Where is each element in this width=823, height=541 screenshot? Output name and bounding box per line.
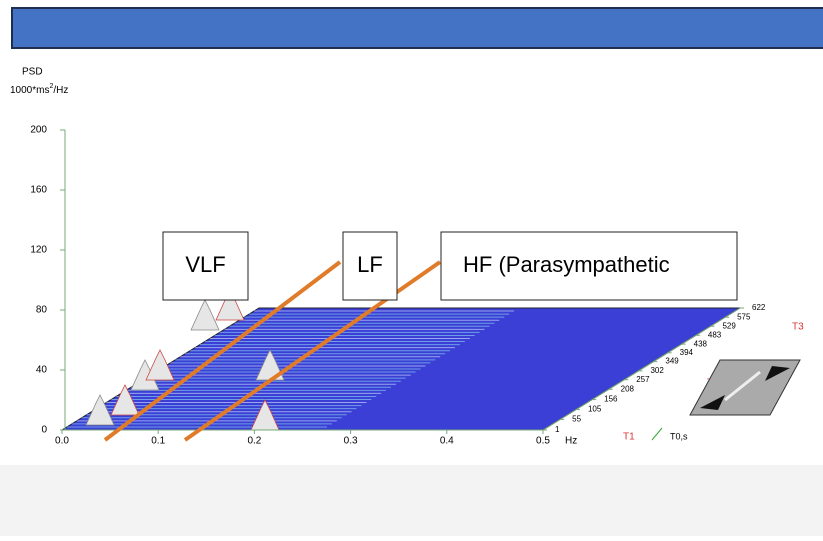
y-tick-label: 160 [30,185,47,196]
z-tick-label: 156 [604,395,618,404]
y-tick-label: 80 [36,305,48,316]
x-tick-label: 0.0 [55,436,69,447]
z-tick-label: 257 [636,375,650,384]
y-tick-label: 40 [36,365,48,376]
z-label: T0,s [670,431,688,441]
slide: PSD 1000*ms2/Hz 040801201602000.00.10.20… [0,0,823,536]
y-unit-part: 1000*ms [10,85,49,96]
z-tick-label: 438 [694,339,708,348]
y-tick-label: 0 [41,425,47,436]
x-tick-label: 0.1 [151,436,165,447]
x-tick-label: 0.4 [440,436,454,447]
z-tick-label: 1 [555,425,560,434]
y-tick-label: 200 [30,125,47,136]
z-tick-label: 55 [572,415,581,424]
page: PSD 1000*ms2/Hz 040801201602000.00.10.20… [0,0,823,536]
x-tick-label: 0.5 [536,436,550,447]
z-tick-label: 105 [588,405,602,414]
x-unit: Hz [565,436,577,447]
band-label: HF (Parasympathetic [463,252,670,277]
z-tick-label: 302 [650,366,664,375]
header-bar [12,8,823,48]
period-label: T1 [623,432,635,443]
footer-area [0,465,823,536]
z-tick-label: 575 [737,312,751,321]
z-tick-label: 622 [752,303,766,312]
y-label: PSD [22,67,43,78]
band-label: VLF [185,252,225,277]
y-unit-part: /Hz [53,85,68,96]
z-tick-label: 394 [680,348,694,357]
z-tick-label: 529 [722,321,736,330]
z-tick-label: 349 [665,357,679,366]
y-unit: 1000*ms2/Hz [10,83,68,96]
z-label-arrow [652,428,662,440]
x-tick-label: 0.3 [344,436,358,447]
plot: 0 40 80 120 160 200 0.0 0.1 0.2 0.3 0.4 0.5 Hz 1 55 105… [30,125,804,447]
band-label: LF [357,252,383,277]
spectrum-peak [191,300,219,330]
z-tick-label: 483 [708,330,722,339]
period-label: T3 [792,322,804,333]
y-tick-label: 120 [30,245,47,256]
nav-icon [690,360,800,415]
x-tick-label: 0.2 [247,436,261,447]
z-tick-label: 208 [621,384,635,393]
